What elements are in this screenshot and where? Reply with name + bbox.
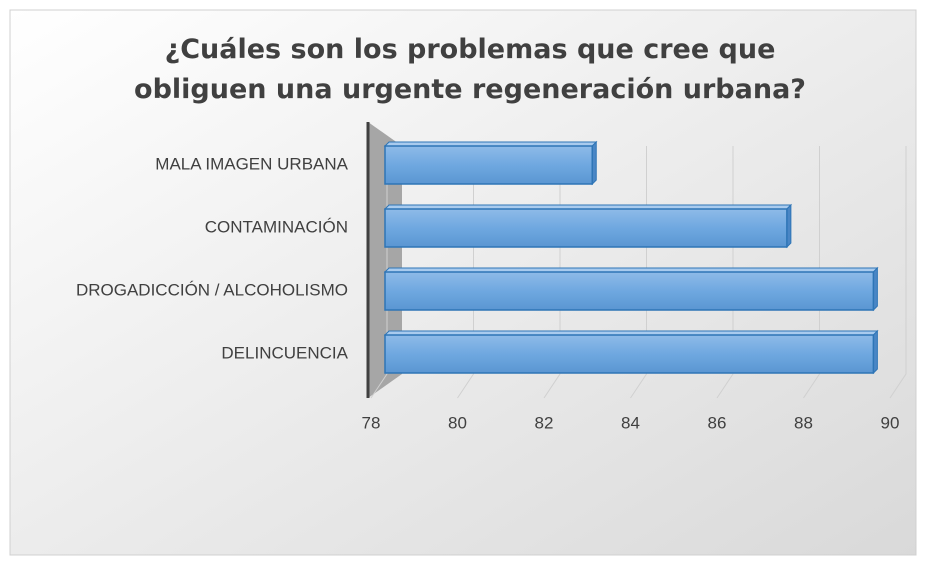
x-tick-label: 90 <box>881 413 900 432</box>
y-tick-label: DROGADICCIÓN / ALCOHOLISMO <box>76 280 348 299</box>
bar <box>384 271 875 311</box>
y-tick-label: MALA IMAGEN URBANA <box>155 154 348 173</box>
x-tick-label: 78 <box>362 413 381 432</box>
chart-title: ¿Cuáles son los problemas que cree que o… <box>134 34 806 105</box>
back-wall <box>368 122 402 398</box>
x-tick-label: 82 <box>535 413 554 432</box>
x-tick-label: 86 <box>708 413 727 432</box>
grid-line <box>889 146 907 399</box>
x-tick-label: 88 <box>794 413 813 432</box>
y-tick-label: DELINCUENCIA <box>221 343 348 362</box>
bar <box>384 334 875 374</box>
bar <box>384 208 788 248</box>
x-tick-label: 84 <box>621 413 640 432</box>
grid-line <box>803 146 820 399</box>
bar <box>384 145 593 185</box>
y-tick-label: CONTAMINACIÓN <box>205 217 348 236</box>
x-tick-label: 80 <box>448 413 467 432</box>
